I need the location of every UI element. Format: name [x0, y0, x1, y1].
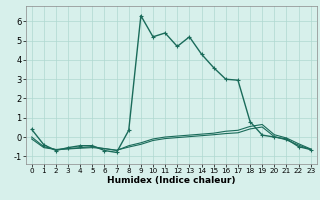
X-axis label: Humidex (Indice chaleur): Humidex (Indice chaleur) [107, 176, 236, 185]
